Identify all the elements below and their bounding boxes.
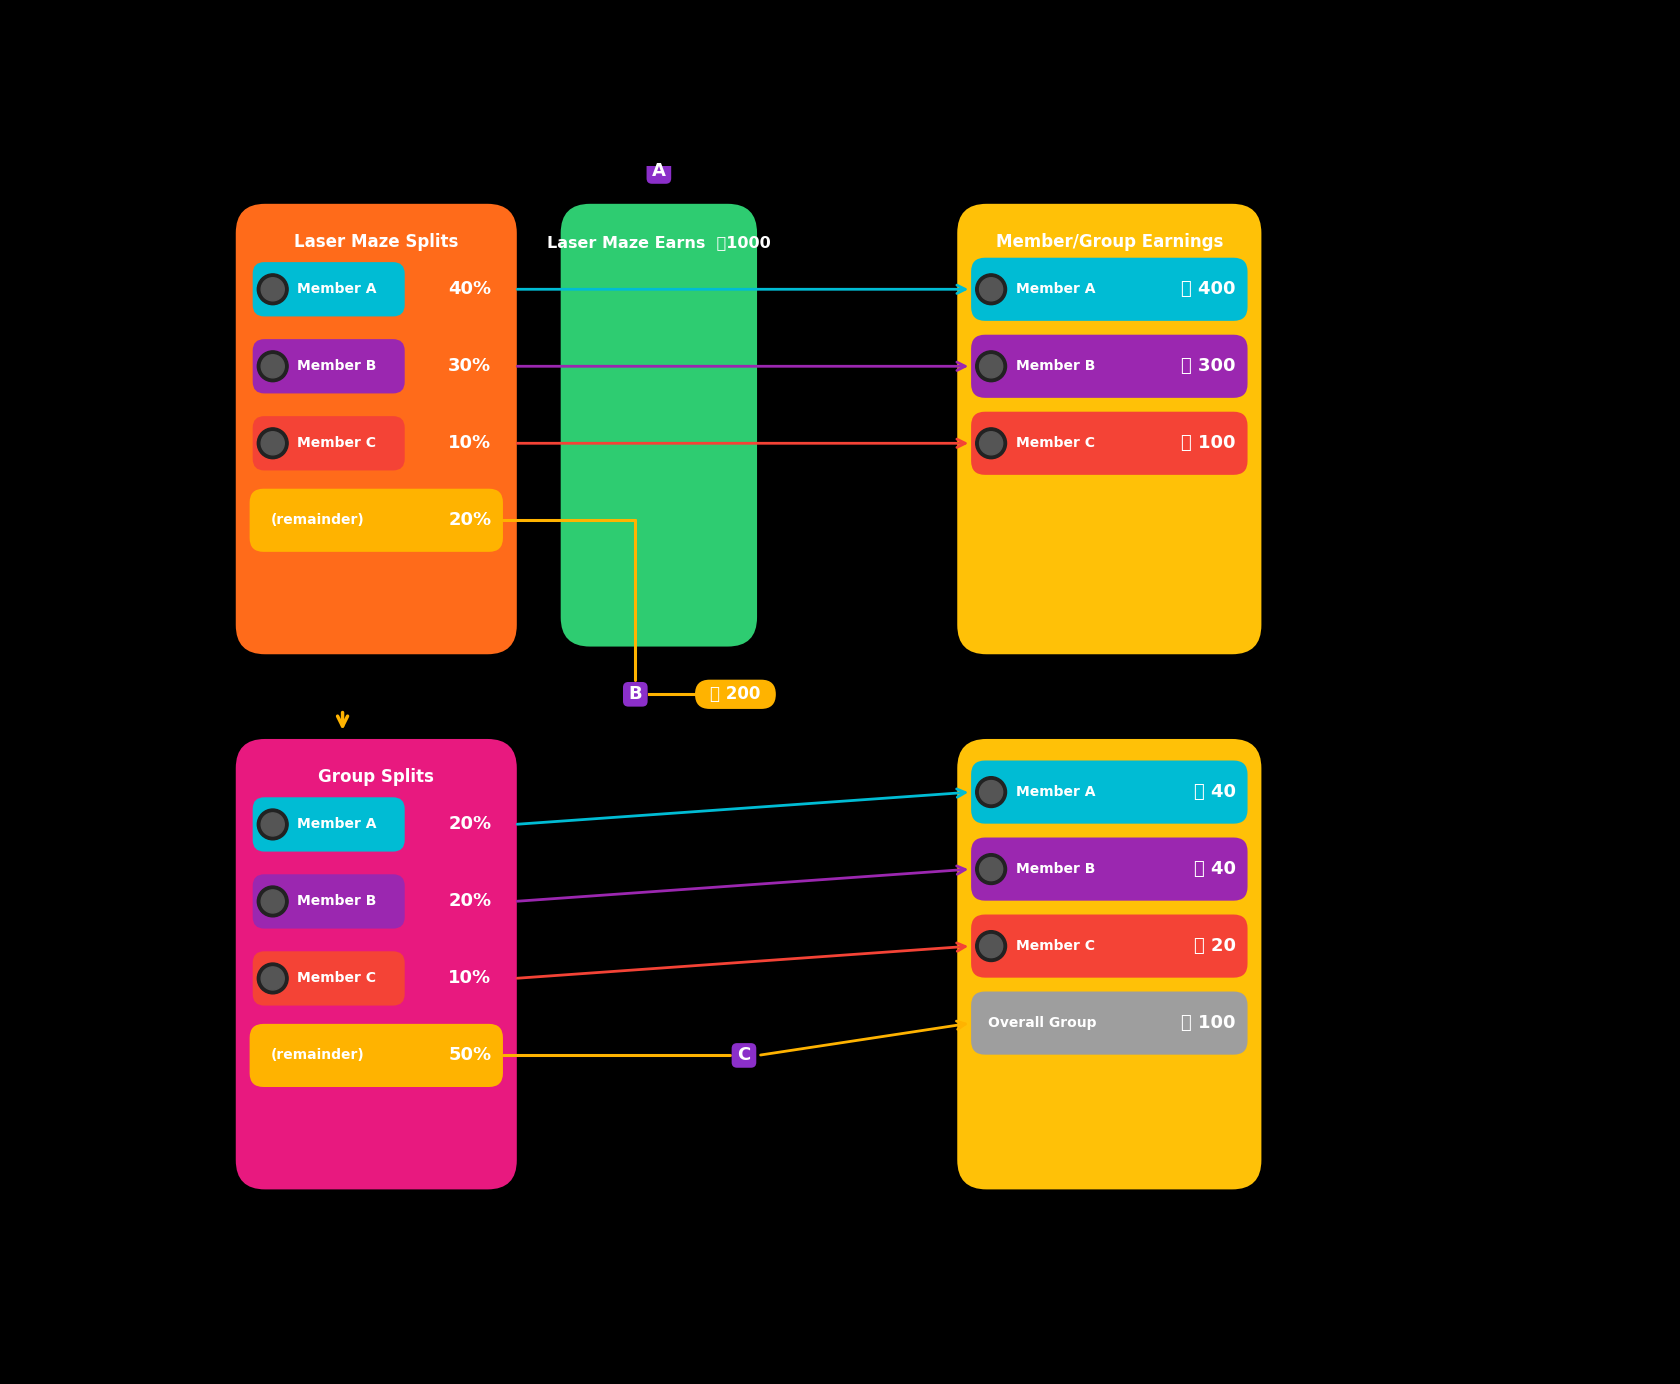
Text: Member C: Member C bbox=[1016, 436, 1095, 450]
Circle shape bbox=[979, 278, 1003, 300]
FancyBboxPatch shape bbox=[971, 915, 1248, 977]
Text: Overall Group: Overall Group bbox=[988, 1016, 1097, 1030]
Text: Ⓡ 100: Ⓡ 100 bbox=[1181, 1014, 1236, 1032]
FancyBboxPatch shape bbox=[250, 871, 502, 933]
Text: Ⓡ 400: Ⓡ 400 bbox=[1181, 281, 1236, 299]
Circle shape bbox=[976, 428, 1006, 458]
Circle shape bbox=[260, 278, 284, 300]
Text: 10%: 10% bbox=[449, 435, 492, 453]
Circle shape bbox=[979, 934, 1003, 958]
FancyBboxPatch shape bbox=[250, 1024, 502, 1086]
FancyBboxPatch shape bbox=[250, 489, 502, 552]
FancyBboxPatch shape bbox=[561, 203, 758, 646]
FancyBboxPatch shape bbox=[252, 339, 405, 393]
Text: Ⓡ 40: Ⓡ 40 bbox=[1194, 859, 1236, 877]
FancyBboxPatch shape bbox=[696, 680, 776, 709]
Text: Laser Maze Splits: Laser Maze Splits bbox=[294, 234, 459, 252]
FancyBboxPatch shape bbox=[252, 417, 405, 471]
FancyBboxPatch shape bbox=[235, 203, 517, 655]
Circle shape bbox=[257, 963, 289, 994]
FancyBboxPatch shape bbox=[623, 682, 647, 707]
FancyBboxPatch shape bbox=[971, 335, 1248, 397]
Circle shape bbox=[257, 352, 289, 382]
Circle shape bbox=[260, 432, 284, 455]
Text: Ⓡ 40: Ⓡ 40 bbox=[1194, 783, 1236, 801]
FancyBboxPatch shape bbox=[971, 837, 1248, 901]
Text: 30%: 30% bbox=[449, 357, 492, 375]
Text: Member B: Member B bbox=[297, 360, 376, 374]
FancyBboxPatch shape bbox=[252, 797, 405, 851]
Circle shape bbox=[976, 854, 1006, 884]
Text: Group Splits: Group Splits bbox=[318, 768, 433, 786]
FancyBboxPatch shape bbox=[971, 257, 1248, 321]
Text: Ⓡ 200: Ⓡ 200 bbox=[711, 685, 761, 703]
Circle shape bbox=[260, 967, 284, 990]
Text: Ⓡ 100: Ⓡ 100 bbox=[1181, 435, 1236, 453]
Text: Ⓡ 20: Ⓡ 20 bbox=[1194, 937, 1236, 955]
Text: Member B: Member B bbox=[1016, 360, 1095, 374]
FancyBboxPatch shape bbox=[250, 947, 502, 1010]
Circle shape bbox=[257, 428, 289, 458]
Text: Member B: Member B bbox=[1016, 862, 1095, 876]
FancyBboxPatch shape bbox=[647, 159, 672, 184]
Circle shape bbox=[979, 354, 1003, 378]
FancyBboxPatch shape bbox=[250, 335, 502, 397]
FancyBboxPatch shape bbox=[971, 761, 1248, 823]
Text: 20%: 20% bbox=[449, 815, 492, 833]
Circle shape bbox=[257, 274, 289, 304]
FancyBboxPatch shape bbox=[971, 411, 1248, 475]
Text: Member C: Member C bbox=[297, 436, 376, 450]
Circle shape bbox=[976, 930, 1006, 962]
Circle shape bbox=[260, 812, 284, 836]
Text: 20%: 20% bbox=[449, 893, 492, 911]
Text: (remainder): (remainder) bbox=[270, 513, 365, 527]
Text: C: C bbox=[738, 1046, 751, 1064]
FancyBboxPatch shape bbox=[971, 991, 1248, 1055]
Circle shape bbox=[979, 781, 1003, 804]
Text: 50%: 50% bbox=[449, 1046, 492, 1064]
Text: Member A: Member A bbox=[1016, 785, 1095, 799]
FancyBboxPatch shape bbox=[252, 875, 405, 929]
Text: A: A bbox=[652, 162, 665, 180]
FancyBboxPatch shape bbox=[252, 262, 405, 317]
FancyBboxPatch shape bbox=[958, 739, 1262, 1189]
FancyBboxPatch shape bbox=[732, 1044, 756, 1067]
Text: 40%: 40% bbox=[449, 281, 492, 299]
FancyBboxPatch shape bbox=[252, 951, 405, 1006]
Text: Member B: Member B bbox=[297, 894, 376, 908]
Text: Member C: Member C bbox=[297, 972, 376, 985]
Circle shape bbox=[976, 776, 1006, 807]
Text: Member A: Member A bbox=[1016, 282, 1095, 296]
FancyBboxPatch shape bbox=[250, 257, 502, 321]
Text: Ⓡ 300: Ⓡ 300 bbox=[1181, 357, 1236, 375]
Text: Member A: Member A bbox=[297, 282, 376, 296]
FancyBboxPatch shape bbox=[235, 739, 517, 1189]
Text: (remainder): (remainder) bbox=[270, 1049, 365, 1063]
FancyBboxPatch shape bbox=[250, 411, 502, 475]
Circle shape bbox=[260, 354, 284, 378]
Text: Member C: Member C bbox=[1016, 940, 1095, 954]
Text: 10%: 10% bbox=[449, 969, 492, 987]
FancyBboxPatch shape bbox=[250, 793, 502, 855]
Circle shape bbox=[976, 352, 1006, 382]
Text: 20%: 20% bbox=[449, 511, 492, 529]
Circle shape bbox=[976, 274, 1006, 304]
Circle shape bbox=[260, 890, 284, 913]
Text: B: B bbox=[628, 685, 642, 703]
FancyBboxPatch shape bbox=[958, 203, 1262, 655]
Circle shape bbox=[979, 858, 1003, 880]
Circle shape bbox=[257, 886, 289, 916]
Circle shape bbox=[979, 432, 1003, 455]
Text: Laser Maze Earns  Ⓡ1000: Laser Maze Earns Ⓡ1000 bbox=[548, 235, 771, 249]
Text: Member A: Member A bbox=[297, 818, 376, 832]
Circle shape bbox=[257, 810, 289, 840]
Text: Member/Group Earnings: Member/Group Earnings bbox=[996, 234, 1223, 252]
